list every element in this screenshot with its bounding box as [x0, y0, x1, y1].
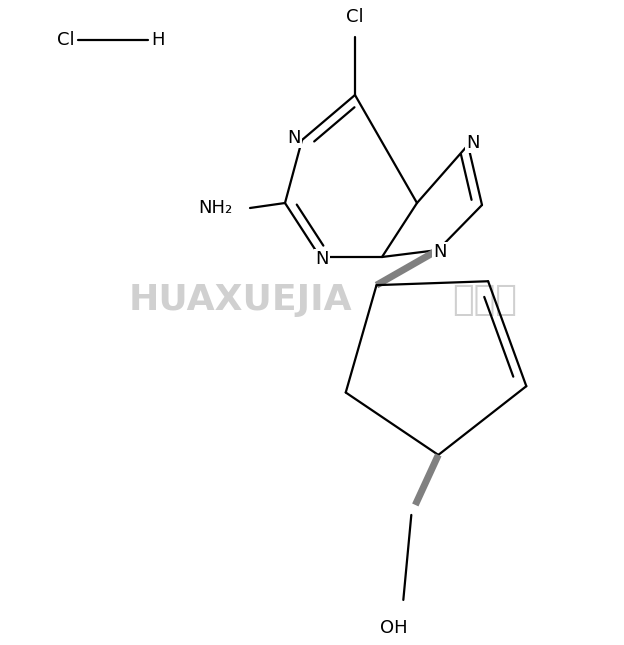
Text: N: N: [287, 129, 301, 147]
Text: NH₂: NH₂: [198, 199, 232, 217]
Text: OH: OH: [379, 619, 407, 637]
Text: N: N: [433, 243, 447, 261]
Text: N: N: [466, 134, 480, 152]
Text: H: H: [151, 31, 165, 49]
Text: HUAXUEJIA: HUAXUEJIA: [128, 283, 352, 317]
Text: Cl: Cl: [57, 31, 75, 49]
Text: N: N: [315, 250, 329, 268]
Text: Cl: Cl: [346, 8, 364, 26]
Text: 化学加: 化学加: [452, 283, 517, 317]
